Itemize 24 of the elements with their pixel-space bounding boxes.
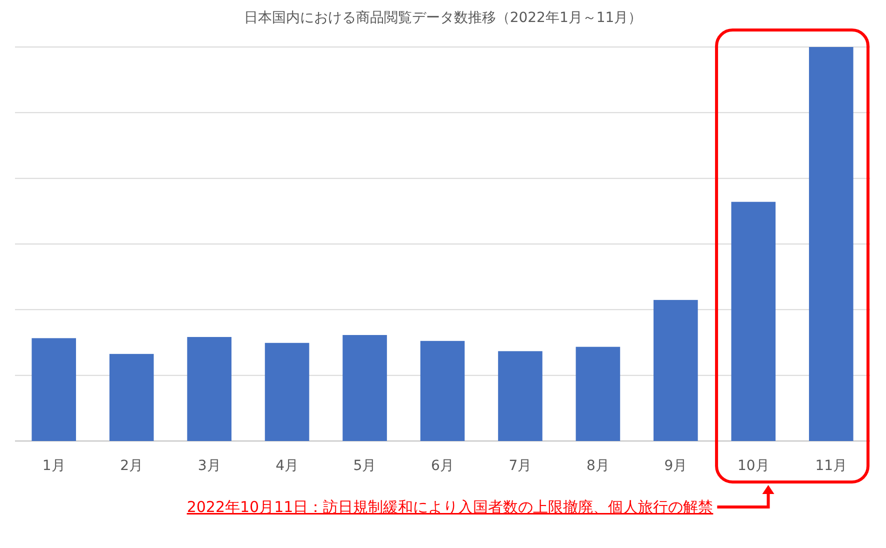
bar bbox=[576, 346, 620, 441]
x-tick-label: 1月 bbox=[42, 458, 66, 474]
x-tick-label: 2月 bbox=[120, 458, 144, 474]
chart-title: 日本国内における商品閲覧データ数推移（2022年1月～11月） bbox=[244, 10, 642, 26]
x-tick-label: 7月 bbox=[508, 458, 532, 474]
bar bbox=[187, 336, 232, 441]
bar bbox=[498, 351, 542, 441]
bar bbox=[32, 338, 76, 441]
bar bbox=[342, 335, 387, 441]
x-tick-label: 5月 bbox=[353, 458, 376, 474]
x-tick-label: 6月 bbox=[431, 458, 454, 474]
x-tick-label: 4月 bbox=[276, 458, 299, 474]
bar bbox=[109, 354, 154, 441]
x-tick-label: 9月 bbox=[664, 458, 688, 474]
bar bbox=[731, 202, 776, 441]
x-tick-label: 8月 bbox=[586, 458, 610, 474]
bar bbox=[420, 340, 465, 441]
bar bbox=[264, 342, 310, 441]
text: 2022年10月11日：訪日規制緩和により入国者数の上限撤廃、個人旅行の解禁 bbox=[186, 498, 714, 516]
bar bbox=[654, 300, 698, 441]
x-tick-label: 10月 bbox=[737, 458, 770, 474]
bar bbox=[808, 47, 854, 441]
x-tick-label: 3月 bbox=[198, 458, 221, 474]
x-tick-label: 11月 bbox=[815, 458, 848, 474]
